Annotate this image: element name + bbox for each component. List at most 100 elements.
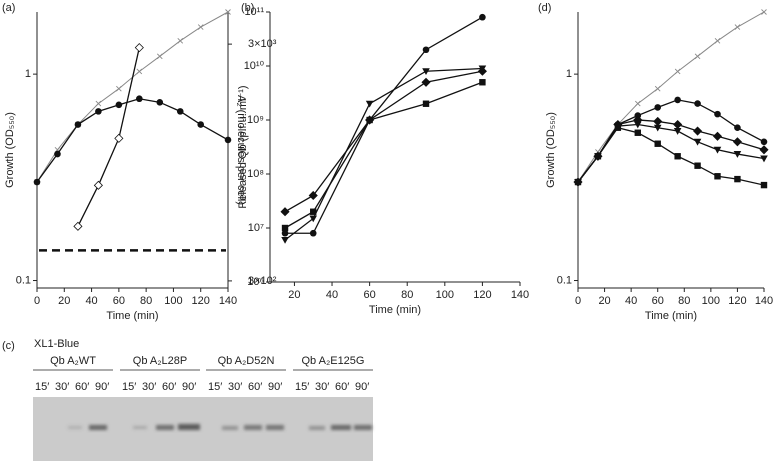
band (354, 425, 372, 430)
marker (281, 236, 289, 244)
x-axis-label: Time (min) (369, 304, 421, 316)
series-line (36, 11, 229, 183)
lane-label: 15′ (208, 381, 222, 393)
y-tick-label: 0.1 (16, 274, 31, 286)
y-tick-label: 0.1 (557, 274, 572, 286)
marker (115, 101, 123, 109)
lane-label: 30′ (315, 381, 329, 393)
x-tick-label: 60 (652, 295, 664, 307)
marker (694, 100, 701, 107)
series-line (577, 126, 765, 186)
marker (309, 229, 317, 237)
band (156, 425, 174, 430)
y-tick-label: 10⁸ (247, 168, 264, 180)
series-line (77, 47, 140, 227)
x-tick-label: 0 (34, 295, 40, 307)
marker (422, 100, 430, 107)
lane-label: 15′ (35, 381, 49, 393)
marker (280, 207, 290, 217)
x-tick-label: 80 (401, 289, 413, 301)
marker (177, 38, 184, 44)
marker (634, 129, 641, 136)
x-tick-label: 20 (598, 295, 610, 307)
x-axis-label: Time (min) (645, 310, 697, 322)
lane-label: 90′ (268, 381, 282, 393)
series-line (284, 81, 483, 229)
marker (176, 108, 184, 115)
lane-label: 15′ (122, 381, 136, 393)
marker (673, 128, 682, 135)
y-tick-label: 10⁶ (247, 276, 264, 288)
lane-label: 90′ (95, 381, 109, 393)
marker (136, 68, 143, 75)
lane-label: 15′ (295, 381, 309, 393)
marker (654, 104, 662, 111)
marker (614, 124, 622, 131)
series-line (285, 16, 483, 234)
marker (54, 150, 61, 158)
y-axis-label: Released Qb (p.f.u. ml⁻¹) (237, 85, 249, 208)
marker (421, 77, 431, 87)
marker (633, 121, 642, 129)
strain-label: XL1-Blue (34, 338, 79, 350)
series-line (36, 98, 229, 183)
marker (95, 100, 102, 107)
marker (422, 46, 430, 54)
panel-label: (d) (538, 2, 551, 14)
marker (114, 133, 124, 143)
marker (197, 24, 204, 30)
group-label: Qb A₂WT (50, 355, 96, 367)
x-tick-label: 80 (140, 295, 152, 307)
x-tick-label: 120 (728, 295, 746, 307)
y-tick-label: 10⁹ (247, 114, 264, 126)
y-tick-label: 10¹¹ (244, 6, 264, 18)
marker (281, 229, 289, 237)
x-axis-label: Time (min) (106, 310, 158, 322)
gel (33, 397, 373, 461)
marker (734, 175, 741, 183)
y-axis-label: Growth (OD₅₅₀) (4, 112, 16, 188)
marker (365, 115, 375, 125)
x-tick-label: 40 (85, 295, 97, 307)
group-label: Qb A₂E125G (302, 355, 365, 367)
marker (479, 79, 486, 86)
marker (760, 138, 768, 146)
marker (760, 181, 768, 189)
marker (714, 173, 721, 180)
marker (674, 153, 681, 160)
marker (673, 119, 683, 130)
marker (225, 9, 231, 15)
x-tick-label: 40 (625, 295, 637, 307)
marker (93, 180, 103, 190)
x-tick-label: 120 (473, 289, 491, 301)
lane-label: 60′ (248, 381, 262, 393)
marker (713, 146, 722, 154)
y-tick-label: 10⁷ (248, 222, 264, 234)
marker (73, 221, 83, 231)
panel-label: (a) (2, 2, 15, 14)
band (89, 425, 107, 430)
marker (634, 100, 641, 107)
marker (760, 155, 768, 163)
marker (478, 65, 487, 73)
marker (653, 124, 662, 132)
lane-label: 30′ (142, 381, 156, 393)
panel-label: (c) (2, 340, 15, 352)
band (133, 426, 147, 429)
y-tick-label: 1 (566, 68, 572, 80)
marker (479, 13, 486, 21)
band (222, 426, 238, 430)
x-tick-label: 140 (755, 295, 773, 307)
band (244, 425, 262, 430)
marker (594, 153, 602, 160)
marker (310, 208, 317, 215)
x-tick-label: 60 (363, 289, 375, 301)
series-line (577, 11, 765, 183)
marker (674, 68, 681, 75)
x-tick-label: 140 (219, 295, 237, 307)
marker (308, 190, 318, 201)
band (309, 426, 325, 430)
marker (156, 99, 164, 106)
marker (74, 121, 82, 128)
